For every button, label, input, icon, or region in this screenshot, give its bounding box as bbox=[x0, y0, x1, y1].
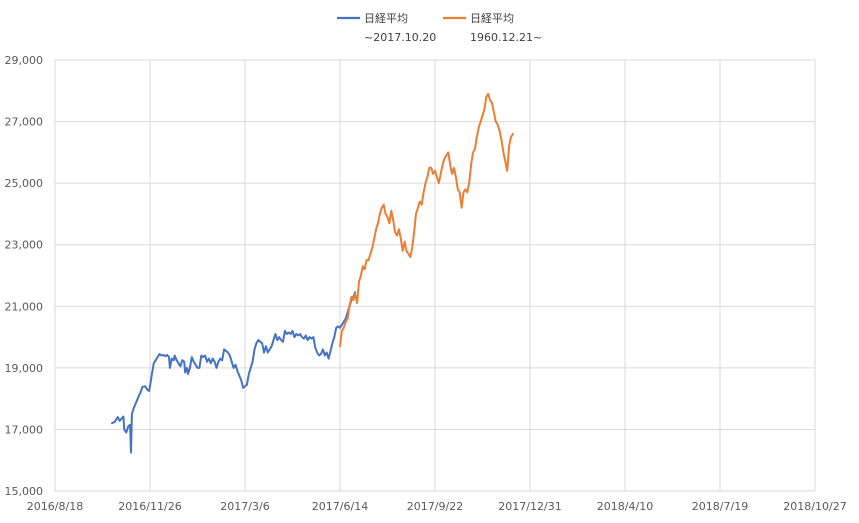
x-tick-label: 2017/6/14 bbox=[312, 500, 368, 513]
y-tick-label: 21,000 bbox=[5, 300, 44, 313]
legend: 日経平均 ~2017.10.20 日経平均 1960.12.21~ bbox=[337, 12, 542, 44]
series-line-orange bbox=[339, 92, 514, 348]
x-tick-label: 2017/3/6 bbox=[220, 500, 269, 513]
y-tick-label: 19,000 bbox=[5, 362, 44, 375]
series-group bbox=[111, 92, 514, 454]
series-line-blue bbox=[111, 291, 357, 454]
y-tick-label: 29,000 bbox=[5, 54, 44, 67]
legend-sublabel-series-1: ~2017.10.20 bbox=[364, 31, 436, 44]
y-tick-label: 17,000 bbox=[5, 423, 44, 436]
y-tick-label: 25,000 bbox=[5, 177, 44, 190]
y-tick-label: 27,000 bbox=[5, 116, 44, 129]
legend-label-series-1: 日経平均 bbox=[364, 12, 408, 25]
y-tick-label: 23,000 bbox=[5, 239, 44, 252]
x-tick-label: 2018/7/19 bbox=[692, 500, 748, 513]
x-tick-label: 2016/11/26 bbox=[118, 500, 181, 513]
y-axis: 15,000 17,000 19,000 21,000 23,000 25,000 27,0… bbox=[5, 54, 44, 498]
x-axis: 2016/8/18 2016/11/26 2017/3/6 2017/6/14 2017… bbox=[27, 500, 847, 513]
y-tick-label: 15,000 bbox=[5, 485, 44, 498]
x-tick-label: 2017/12/31 bbox=[498, 500, 561, 513]
x-tick-label: 2017/9/22 bbox=[407, 500, 463, 513]
x-tick-label: 2016/8/18 bbox=[27, 500, 83, 513]
x-tick-label: 2018/10/27 bbox=[783, 500, 846, 513]
legend-label-series-2: 日経平均 bbox=[470, 12, 514, 25]
x-tick-label: 2018/4/10 bbox=[597, 500, 653, 513]
gridlines bbox=[54, 59, 816, 492]
legend-sublabel-series-2: 1960.12.21~ bbox=[470, 31, 542, 44]
